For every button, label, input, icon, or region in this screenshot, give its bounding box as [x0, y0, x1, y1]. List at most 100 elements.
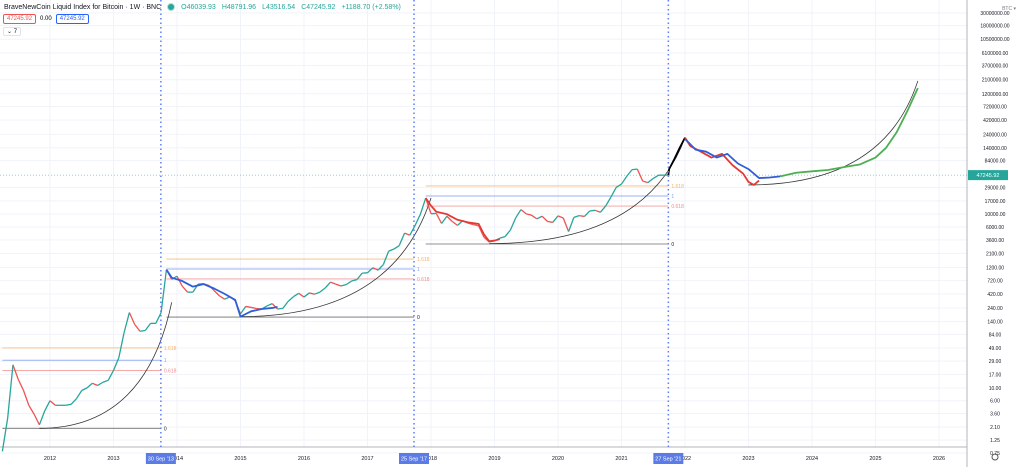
low-value: L43516.54 [262, 3, 296, 11]
price-segment [541, 215, 548, 222]
price-segment [181, 285, 189, 293]
price-segment [367, 267, 374, 274]
price-segment [531, 214, 538, 220]
price-segment [139, 329, 146, 332]
price-segment [335, 283, 342, 287]
y-tick-label: 6000.00 [986, 225, 1004, 231]
price-segment [557, 215, 564, 219]
market-status-icon [167, 3, 176, 11]
y-tick-label: 3600.00 [986, 238, 1004, 244]
x-tick-label: 2022 [679, 456, 691, 462]
price-segment [28, 404, 35, 415]
price-segment [562, 217, 570, 232]
price-segment [509, 217, 517, 231]
sell-button[interactable]: 47245.92 [3, 14, 37, 24]
fib-level-label: 1.618 [417, 257, 430, 263]
price-segment [652, 174, 659, 179]
change-value: +1188.70 (+2.58%) [341, 3, 401, 11]
x-tick-label: 2018 [425, 456, 437, 462]
price-segment [309, 292, 315, 295]
y-tick-label: 1200.00 [986, 265, 1004, 271]
price-segment [499, 235, 506, 239]
x-tick-label: 2014 [171, 456, 183, 462]
price-segment [615, 183, 622, 188]
price-segment [75, 390, 83, 400]
fib-level-label: 1 [671, 194, 674, 200]
price-segment [594, 209, 601, 213]
x-tick-label: 2026 [933, 456, 945, 462]
growth-curve [489, 137, 686, 245]
fib-level-label: 1.618 [164, 346, 177, 352]
price-segment [372, 267, 379, 271]
price-segment [97, 381, 104, 387]
price-segment [155, 312, 162, 324]
y-tick-label: 3.60 [990, 412, 1000, 418]
price-segment [632, 168, 638, 171]
projection-red-line [424, 197, 501, 243]
price-segment [636, 168, 644, 182]
price-segment [599, 205, 607, 213]
price-segment [107, 370, 115, 381]
price-segment [351, 279, 358, 282]
price-segment [330, 281, 336, 285]
price-segment [245, 305, 252, 309]
y-tick-label: 3700000.00 [982, 63, 1009, 69]
x-tick-label: 2021 [615, 456, 627, 462]
indicators-collapse-button[interactable]: ⌄ 7 [3, 27, 22, 36]
projection-green-line [780, 87, 919, 178]
price-segment [17, 379, 25, 391]
currency-selector[interactable]: BTC ▾ [1002, 6, 1016, 12]
price-segment [478, 225, 485, 238]
price-segment [382, 250, 390, 265]
price-segment [446, 215, 453, 222]
price-segment [49, 400, 56, 406]
symbol-title[interactable]: BraveNewCoin Liquid Index for Bitcoin · … [4, 3, 162, 11]
price-segment [319, 287, 326, 293]
price-segment [451, 220, 458, 226]
price-segment [324, 281, 331, 289]
x-tick-label: 2016 [298, 456, 310, 462]
y-tick-label: 6100000.00 [982, 51, 1009, 57]
price-segment [102, 379, 109, 383]
date-marker-badge [399, 453, 430, 464]
price-segment [583, 210, 591, 217]
y-tick-label: 10.00 [989, 386, 1002, 392]
y-tick-label: 240.00 [987, 306, 1003, 312]
y-tick-label: 720.00 [987, 278, 1003, 284]
chart-legend: BraveNewCoin Liquid Index for Bitcoin · … [4, 3, 401, 11]
price-segment [409, 225, 416, 236]
price-segment [144, 322, 152, 331]
price-segment [404, 232, 411, 236]
price-segment [7, 364, 14, 419]
price-segment [589, 209, 596, 212]
last-price-badge [968, 170, 1008, 181]
spread-value: 0.00 [40, 16, 52, 22]
price-segment [626, 169, 633, 177]
price-segment [70, 398, 77, 405]
price-segment [112, 357, 120, 371]
price-segment [610, 187, 617, 198]
price-segment [287, 296, 294, 302]
projection-blue-line [684, 138, 781, 179]
price-segment [65, 403, 72, 406]
y-tick-label: 17.00 [989, 373, 1002, 379]
price-segment [642, 180, 649, 184]
y-tick-label: 84.00 [989, 332, 1002, 338]
growth-curve [39, 302, 173, 429]
price-segment [393, 245, 400, 250]
price-segment [441, 215, 448, 224]
fib-level-label: 1 [417, 267, 420, 273]
settings-gear-icon[interactable] [991, 453, 999, 461]
price-segment [271, 303, 279, 310]
x-tick-label: 2012 [44, 456, 56, 462]
y-tick-label: 10500000.00 [980, 37, 1009, 43]
price-segment [520, 209, 527, 215]
y-tick-label: 2.10 [990, 425, 1000, 431]
y-tick-label: 1200000.00 [982, 92, 1009, 98]
projection-blue-line [165, 269, 278, 318]
price-segment [388, 248, 395, 252]
buy-button[interactable]: 47245.92 [55, 14, 89, 24]
y-tick-label: 49.00 [989, 346, 1002, 352]
price-segment [515, 209, 522, 219]
